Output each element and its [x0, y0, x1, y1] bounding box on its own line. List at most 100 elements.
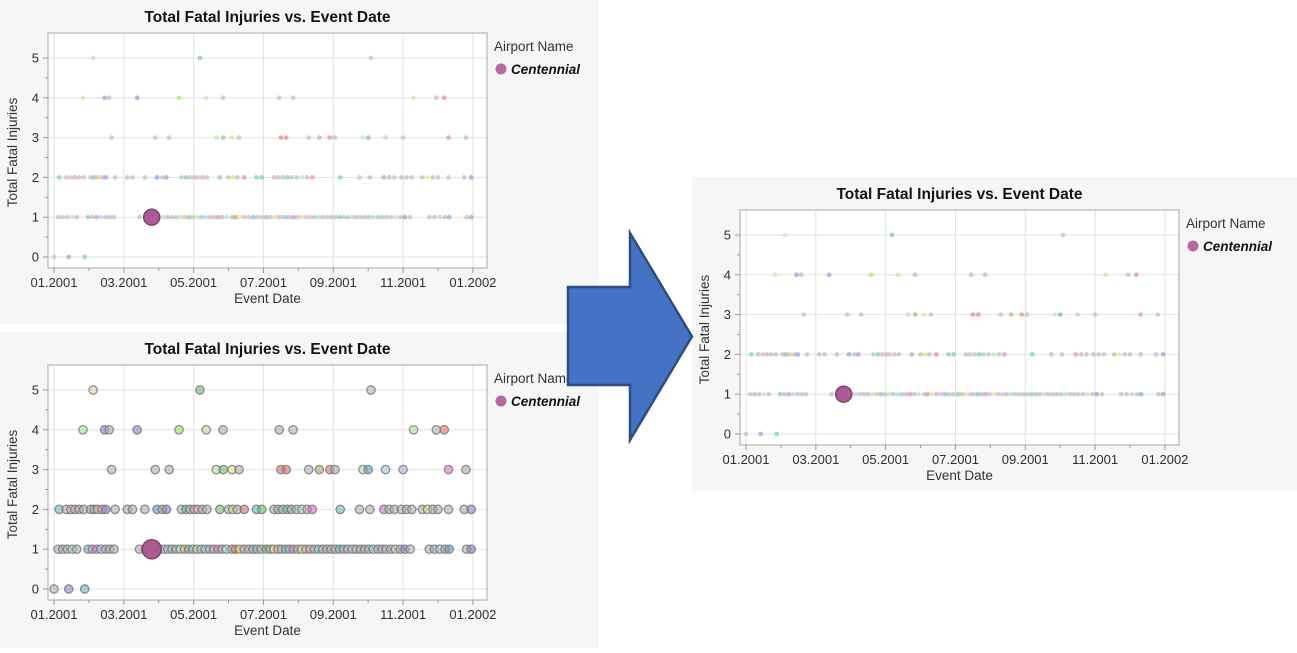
data-point[interactable] — [330, 464, 340, 475]
data-point[interactable] — [432, 214, 437, 220]
data-point[interactable] — [69, 214, 75, 220]
data-point[interactable] — [195, 385, 205, 395]
data-point[interactable] — [283, 214, 289, 220]
data-point[interactable] — [946, 391, 952, 397]
data-point[interactable] — [306, 135, 312, 141]
data-point[interactable] — [360, 135, 366, 141]
data-point[interactable] — [379, 214, 385, 220]
data-point[interactable] — [468, 214, 474, 220]
data-point[interactable] — [399, 175, 404, 180]
data-point[interactable] — [63, 584, 74, 594]
data-point[interactable] — [183, 175, 189, 180]
data-point[interactable] — [1160, 391, 1166, 397]
data-point[interactable] — [207, 214, 213, 220]
data-point[interactable] — [1024, 312, 1030, 317]
data-point[interactable] — [1008, 391, 1013, 397]
data-point[interactable] — [239, 504, 250, 515]
data-point[interactable] — [299, 214, 305, 220]
data-point[interactable] — [986, 352, 991, 357]
data-point[interactable] — [921, 312, 927, 317]
data-point[interactable] — [236, 135, 242, 141]
data-point[interactable] — [337, 175, 343, 180]
data-point[interactable] — [1054, 391, 1060, 397]
data-point[interactable] — [220, 95, 226, 101]
data-point[interactable] — [439, 424, 450, 435]
data-point[interactable] — [337, 214, 342, 220]
data-point[interactable] — [332, 135, 338, 141]
data-point[interactable] — [895, 391, 900, 397]
legend-marker-centennial[interactable] — [495, 395, 507, 407]
data-point[interactable] — [103, 214, 109, 220]
data-point[interactable] — [161, 504, 172, 515]
data-point[interactable] — [461, 175, 467, 180]
data-point[interactable] — [882, 391, 888, 397]
data-point[interactable] — [271, 214, 277, 220]
data-point[interactable] — [81, 175, 87, 180]
data-point[interactable] — [78, 424, 88, 435]
data-point[interactable] — [1029, 391, 1034, 397]
data-point[interactable] — [98, 214, 104, 220]
data-point[interactable] — [304, 175, 310, 180]
data-point[interactable] — [743, 431, 749, 437]
data-point[interactable] — [375, 214, 381, 220]
data-point[interactable] — [60, 214, 66, 220]
data-point[interactable] — [1075, 312, 1080, 317]
data-point[interactable] — [198, 214, 204, 220]
data-point[interactable] — [49, 584, 59, 594]
data-point[interactable] — [85, 214, 91, 220]
data-point[interactable] — [834, 352, 840, 357]
data-point[interactable] — [431, 424, 442, 435]
data-point[interactable] — [213, 135, 219, 141]
data-point[interactable] — [309, 175, 315, 180]
data-point[interactable] — [1080, 391, 1086, 397]
data-point[interactable] — [1045, 391, 1051, 397]
data-point[interactable] — [758, 431, 764, 437]
data-point[interactable] — [303, 464, 314, 475]
data-point[interactable] — [975, 391, 981, 397]
data-point[interactable] — [295, 214, 301, 220]
data-point[interactable] — [254, 175, 259, 180]
data-point[interactable] — [88, 175, 94, 180]
data-point[interactable] — [1133, 272, 1139, 278]
data-point[interactable] — [786, 391, 791, 397]
data-point[interactable] — [254, 214, 260, 220]
data-point[interactable] — [259, 175, 265, 180]
data-point[interactable] — [871, 352, 876, 357]
data-point[interactable] — [409, 175, 415, 180]
data-point[interactable] — [99, 175, 105, 180]
data-point[interactable] — [925, 391, 930, 397]
data-point[interactable] — [80, 95, 86, 101]
data-point[interactable] — [392, 175, 397, 180]
data-point[interactable] — [933, 352, 939, 357]
data-point[interactable] — [66, 254, 72, 260]
data-point[interactable] — [383, 135, 388, 141]
data-point[interactable] — [289, 175, 294, 180]
data-point[interactable] — [94, 214, 99, 220]
data-point[interactable] — [1138, 312, 1143, 317]
data-point[interactable] — [165, 214, 171, 220]
data-point[interactable] — [1052, 312, 1058, 317]
data-point[interactable] — [335, 504, 346, 515]
data-point[interactable] — [402, 214, 408, 220]
data-point[interactable] — [217, 175, 223, 180]
data-point[interactable] — [312, 214, 317, 220]
data-point[interactable] — [747, 391, 753, 397]
data-point[interactable] — [442, 214, 448, 220]
data-point[interactable] — [1138, 352, 1143, 357]
data-point[interactable] — [154, 175, 160, 180]
data-point[interactable] — [851, 352, 857, 357]
data-point[interactable] — [995, 391, 1001, 397]
data-point[interactable] — [979, 391, 984, 397]
data-point[interactable] — [278, 135, 284, 141]
data-point[interactable] — [777, 391, 783, 397]
data-point[interactable] — [1073, 352, 1079, 357]
data-point[interactable] — [963, 391, 969, 397]
data-point[interactable] — [275, 175, 281, 180]
data-point[interactable] — [795, 391, 801, 397]
data-point[interactable] — [220, 135, 226, 141]
data-point[interactable] — [404, 175, 409, 180]
data-point[interactable] — [215, 214, 221, 220]
data-point[interactable] — [799, 391, 805, 397]
data-point[interactable] — [246, 214, 252, 220]
data-point[interactable] — [903, 391, 909, 397]
